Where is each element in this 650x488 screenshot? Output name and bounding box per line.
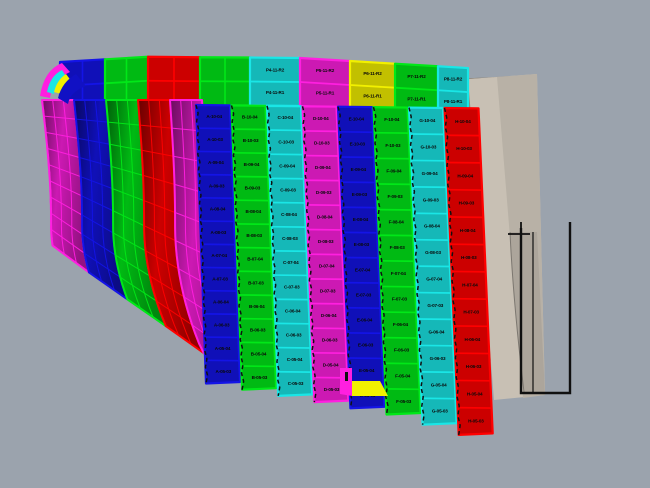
top-row-zone[interactable]: [146, 55, 202, 107]
bottom-marker-magenta: [340, 368, 352, 396]
mesh-grid: [107, 99, 157, 318]
bottom-marker-group: [340, 368, 388, 396]
mesh-grid: [139, 99, 193, 345]
column-seam: [266, 105, 281, 397]
column-seam: [195, 104, 209, 384]
bottom-marker-yellow: [347, 381, 388, 396]
panel-arc-cutout: [510, 232, 545, 395]
mesh-grid: [75, 99, 121, 291]
vertical-stiffener: [519, 222, 572, 395]
corner-marker-group: [40, 63, 86, 104]
column-seam: [301, 106, 317, 403]
corner-marker-cyan: [47, 70, 67, 94]
corner-marker-blue: [58, 74, 86, 104]
corner-marker-yellow: [54, 74, 72, 94]
column-seam: [372, 106, 389, 415]
column-seam: [408, 107, 425, 425]
mesh-grid: [43, 99, 85, 264]
crosshair-marker: [508, 222, 530, 248]
bottom-tick-marker: [345, 372, 348, 381]
silhouette-outline: [41, 99, 54, 246]
column-seam: [337, 106, 353, 409]
top-row-zone[interactable]: [198, 56, 252, 107]
